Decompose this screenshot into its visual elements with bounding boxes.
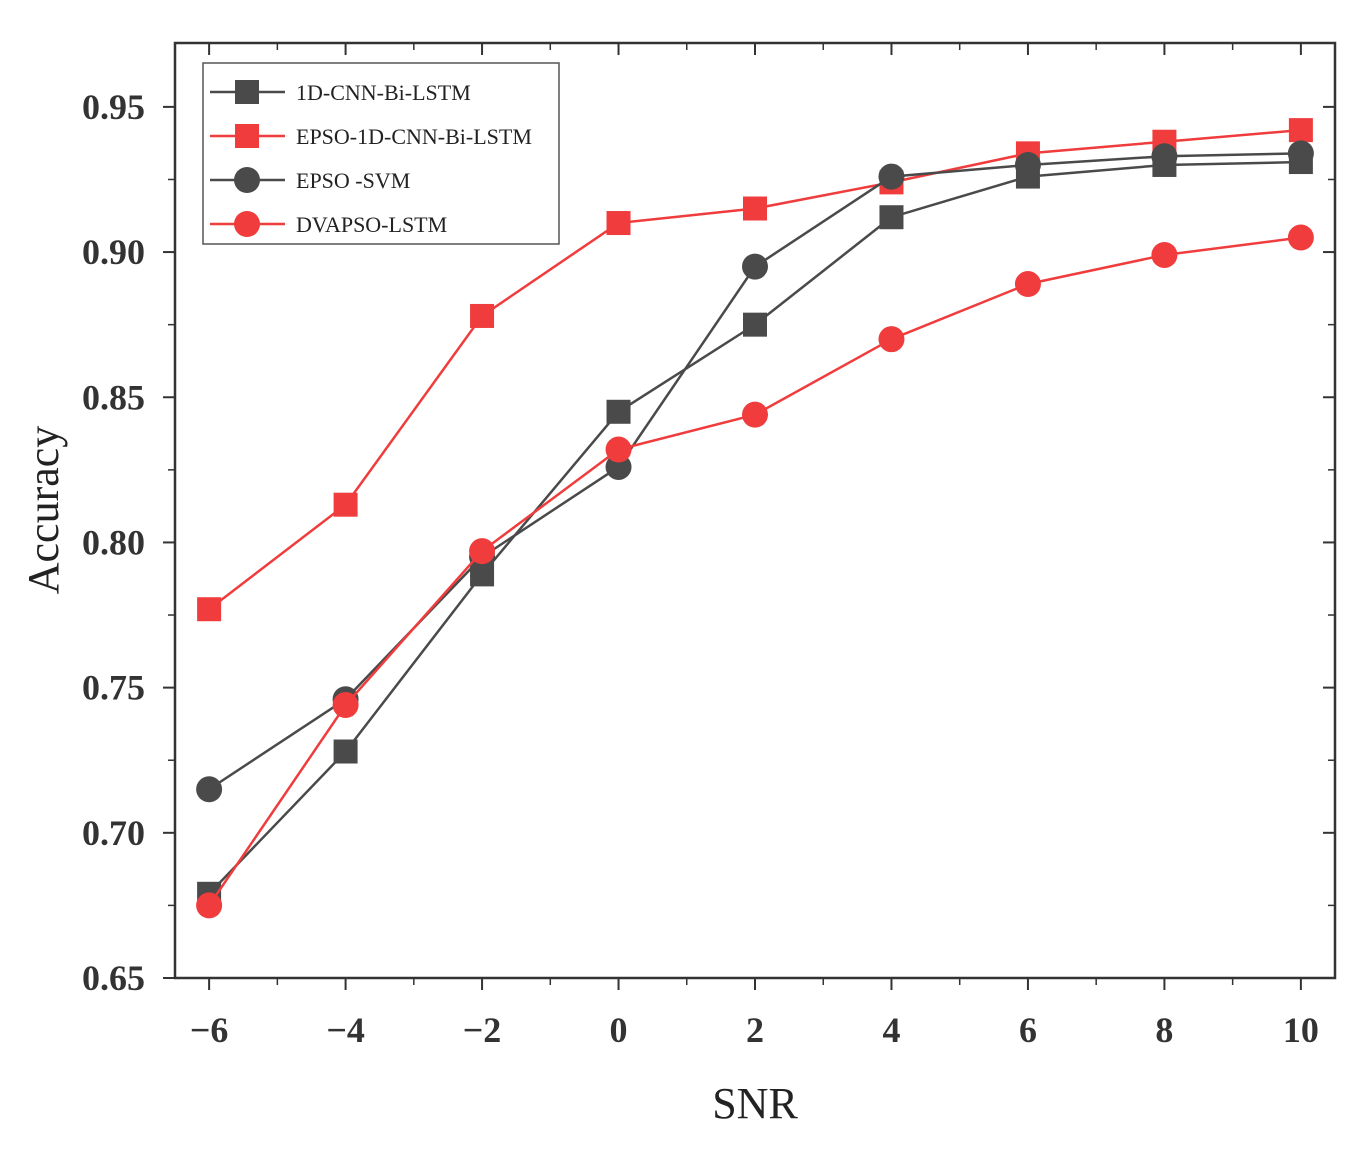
data-point bbox=[1151, 241, 1178, 268]
data-point bbox=[1014, 271, 1041, 298]
y-tick-label: 0.75 bbox=[82, 668, 145, 708]
data-point bbox=[742, 401, 768, 428]
legend-square-marker bbox=[235, 80, 259, 104]
data-point bbox=[1151, 143, 1178, 170]
legend-label: 1D-CNN-Bi-LSTM bbox=[296, 80, 471, 105]
ticks-layer: −6 −4 −2 0 2 4 6 8 10 0.65 0.70 0.75 0.80 0.85 0.90 0.9… bbox=[82, 43, 1335, 1050]
data-point bbox=[196, 892, 223, 919]
legend: 1D-CNN-Bi-LSTM EPSO-1D-CNN-Bi-LSTM EPSO -S… bbox=[202, 62, 560, 245]
data-point bbox=[878, 326, 905, 353]
data-point bbox=[742, 253, 768, 280]
x-tick-label: 8 bbox=[1155, 1010, 1173, 1050]
x-axis-title: SNR bbox=[712, 1079, 798, 1128]
data-point bbox=[469, 538, 496, 565]
data-point bbox=[1287, 140, 1314, 167]
legend-label: EPSO-1D-CNN-Bi-LSTM bbox=[296, 124, 532, 149]
series-layer bbox=[196, 118, 1314, 919]
series-line bbox=[208, 152, 1301, 791]
legend-item: EPSO -SVM bbox=[210, 167, 410, 193]
y-tick-label: 0.95 bbox=[82, 87, 145, 127]
data-point bbox=[332, 692, 359, 719]
y-tick-label: 0.90 bbox=[82, 232, 145, 272]
legend-item: DVAPSO-LSTM bbox=[210, 211, 447, 237]
series-dvapso-lstm bbox=[196, 224, 1314, 919]
data-point bbox=[333, 739, 358, 764]
data-point bbox=[333, 492, 358, 517]
y-axis-title: Accuracy bbox=[19, 426, 68, 595]
data-point bbox=[743, 196, 767, 221]
data-point bbox=[1288, 118, 1313, 143]
legend-square-marker bbox=[235, 124, 259, 148]
y-tick-label: 0.85 bbox=[82, 377, 145, 417]
legend-circle-marker bbox=[234, 167, 260, 193]
data-point bbox=[605, 436, 632, 463]
series-line bbox=[208, 236, 1302, 907]
legend-item: 1D-CNN-Bi-LSTM bbox=[210, 80, 471, 105]
x-tick-label: −6 bbox=[190, 1010, 229, 1050]
x-tick-label: 4 bbox=[882, 1010, 900, 1050]
data-point bbox=[1287, 224, 1314, 251]
y-tick-label: 0.70 bbox=[82, 813, 145, 853]
x-tick-label: −2 bbox=[463, 1010, 502, 1050]
data-point bbox=[606, 399, 631, 424]
data-point bbox=[470, 303, 495, 328]
x-tick-label: 2 bbox=[746, 1010, 764, 1050]
data-point bbox=[879, 205, 904, 230]
legend-item: EPSO-1D-CNN-Bi-LSTM bbox=[210, 124, 532, 149]
data-point bbox=[196, 776, 223, 803]
legend-circle-marker bbox=[234, 211, 260, 237]
legend-label: EPSO -SVM bbox=[296, 168, 410, 193]
x-tick-label: 6 bbox=[1019, 1010, 1037, 1050]
legend-label: DVAPSO-LSTM bbox=[296, 212, 447, 237]
y-tick-label: 0.65 bbox=[82, 958, 145, 998]
data-point bbox=[743, 312, 767, 337]
data-point bbox=[197, 597, 222, 622]
x-tick-label: 0 bbox=[610, 1010, 628, 1050]
x-tick-label: 10 bbox=[1283, 1010, 1319, 1050]
x-tick-label: −4 bbox=[326, 1010, 365, 1050]
data-point bbox=[606, 211, 631, 236]
data-point bbox=[878, 163, 905, 190]
data-point bbox=[1014, 151, 1041, 178]
y-tick-label: 0.80 bbox=[82, 522, 145, 562]
